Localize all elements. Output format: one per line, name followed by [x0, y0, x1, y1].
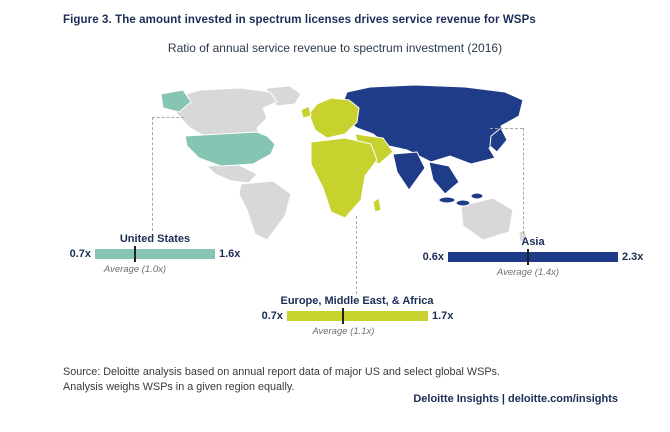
source-note: Source: Deloitte analysis based on annua…	[63, 365, 500, 395]
map-region-alaska	[160, 89, 192, 113]
asia-connector-vertical	[523, 128, 524, 234]
map-region-australia	[460, 197, 514, 241]
map-region-indonesia-2	[455, 199, 471, 207]
us-min-value-label: 0.7x	[69, 248, 91, 260]
map-region-canada	[172, 87, 278, 137]
source-line-2: Analysis weighs WSPs in a given region e…	[63, 381, 295, 394]
footer-brand: Deloitte Insights | deloitte.com/insights	[413, 393, 618, 405]
map-region-madagascar	[372, 197, 382, 213]
map-region-indonesia-3	[470, 192, 484, 200]
figure-subtitle: Ratio of annual service revenue to spect…	[167, 41, 503, 55]
emea-average-label: Average (1.1x)	[312, 326, 375, 337]
asia-range-bar-group: Asia 0.6x 2.3x Average (1.4x)	[414, 236, 644, 280]
world-map-svg	[160, 84, 528, 243]
asia-connector-horizontal	[490, 128, 523, 129]
map-region-central-america	[205, 163, 258, 184]
map-region-southeast-asia	[428, 161, 460, 195]
figure-title: Figure 3. The amount invested in spectru…	[63, 14, 536, 26]
map-region-africa	[310, 137, 378, 219]
us-range-bar	[95, 246, 215, 262]
us-range-bar-group: United States 0.7x 1.6x Average (1.0x)	[61, 233, 241, 277]
map-region-south-america	[238, 180, 292, 241]
asia-average-tick	[527, 249, 529, 265]
footer-brand-name: Deloitte Insights	[413, 393, 499, 405]
emea-region-title: Europe, Middle East, & Africa	[280, 295, 434, 307]
footer-url: deloitte.com/insights	[507, 393, 618, 405]
us-max-value-label: 1.6x	[219, 248, 241, 260]
asia-region-title: Asia	[521, 236, 545, 248]
us-connector-vertical	[152, 117, 153, 231]
us-connector-horizontal	[152, 117, 184, 118]
map-region-europe	[308, 97, 360, 139]
map-region-indonesia-1	[438, 196, 456, 204]
us-average-label: Average (1.0x)	[103, 264, 167, 275]
us-region-title: United States	[119, 233, 191, 245]
emea-range-bar	[287, 308, 428, 324]
asia-average-label: Average (1.4x)	[496, 267, 560, 278]
us-average-tick	[133, 246, 136, 262]
emea-range-bar-group: Europe, Middle East, & Africa 0.7x 1.7x …	[253, 295, 454, 339]
emea-average-tick	[342, 308, 345, 324]
map-region-united-states	[184, 131, 276, 167]
footer-separator: |	[501, 393, 505, 405]
source-line-1: Source: Deloitte analysis based on annua…	[63, 366, 500, 378]
emea-min-value-label: 0.7x	[261, 310, 283, 322]
map-region-uk	[300, 105, 312, 119]
asia-max-value-label: 2.3x	[622, 251, 644, 263]
emea-connector-vertical	[356, 216, 357, 294]
asia-range-bar	[448, 249, 618, 265]
asia-min-value-label: 0.6x	[422, 251, 444, 263]
map-region-japan	[489, 127, 508, 153]
emea-max-value-label: 1.7x	[432, 310, 454, 322]
world-map	[145, 84, 535, 248]
map-region-india	[392, 151, 426, 191]
